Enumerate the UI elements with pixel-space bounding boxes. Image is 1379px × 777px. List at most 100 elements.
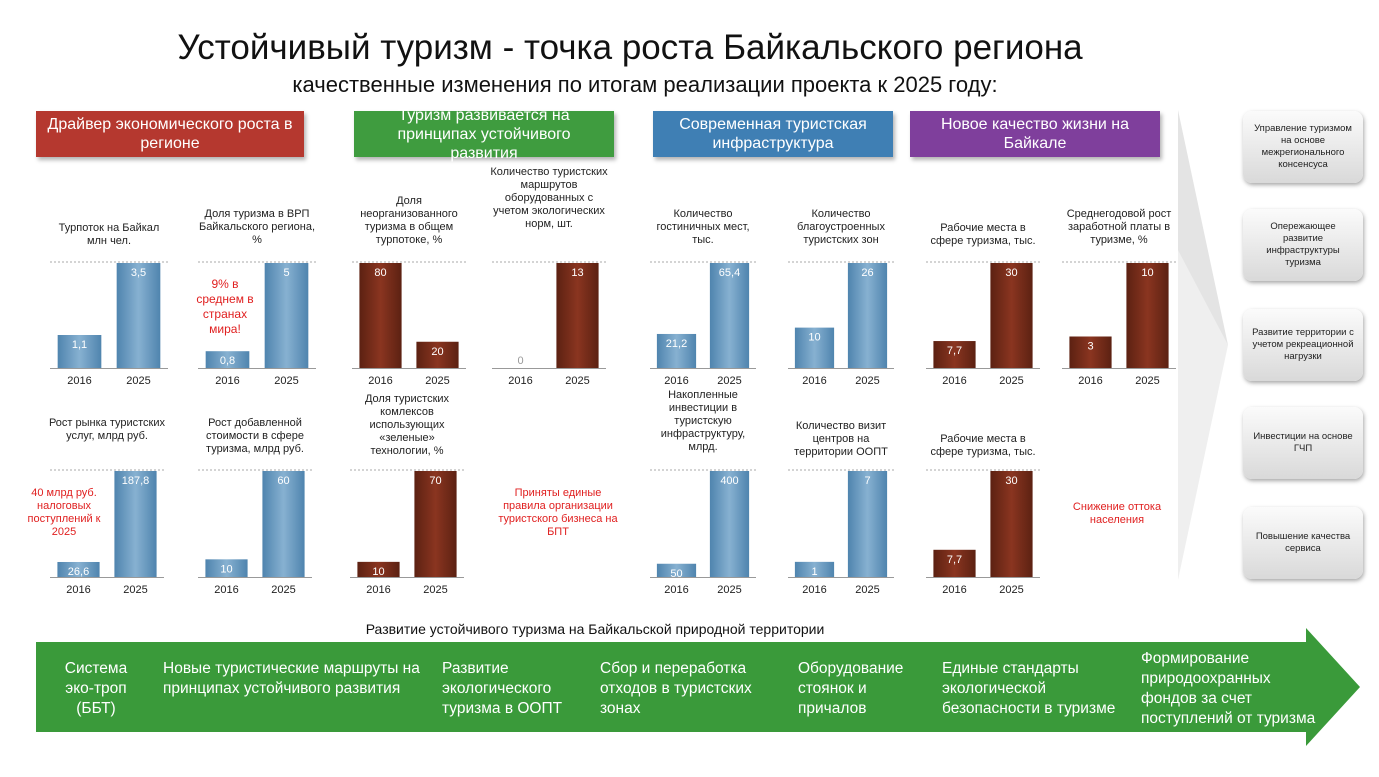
- chart-title: Рост рынка туристских услуг, млрд руб.: [48, 417, 166, 442]
- chart-plot: 10 2016 26 2025: [788, 261, 894, 387]
- bar-value-label: 1,1: [72, 339, 87, 351]
- bar-chart: Количество визит центров на территории О…: [786, 410, 896, 599]
- bar-value-label: 26,6: [68, 566, 89, 578]
- x-tick-label: 2025: [425, 375, 449, 387]
- chart-plot: 80 2016 20 2025: [352, 261, 466, 387]
- page-subtitle: качественные изменения по итогам реализа…: [292, 72, 998, 97]
- bar: [933, 549, 976, 577]
- bar: [794, 561, 835, 577]
- bar-value-label: 7: [864, 475, 870, 487]
- chart-title: Количество визит центров на территории О…: [794, 420, 888, 458]
- bar-value-label: 30: [1005, 267, 1017, 279]
- x-tick-label: 2016: [66, 584, 90, 596]
- x-tick-label: 2016: [664, 375, 688, 387]
- bar: [1069, 336, 1112, 368]
- chart-plot: 26,6 2016 187,8 2025: [50, 469, 164, 596]
- bar-value-label: 0: [517, 355, 523, 367]
- note-population-outflow: Снижение оттока населения: [1072, 501, 1162, 526]
- bar: [414, 471, 457, 577]
- x-tick-label: 2025: [999, 375, 1023, 387]
- bar-value-label: 5: [283, 267, 289, 279]
- bar-value-label: 10: [808, 332, 820, 344]
- bar-value-label: 20: [431, 346, 443, 358]
- bar: [847, 471, 888, 577]
- bar: [114, 471, 157, 577]
- side-box-infrastructure: Опережающее развитие инфраструктуры тури…: [1243, 209, 1363, 281]
- chart-plot: 0,8 2016 5 2025: [198, 261, 316, 387]
- x-tick-label: 2025: [423, 584, 447, 596]
- x-tick-label: 2025: [999, 584, 1023, 596]
- chart-title: Среднегодовой рост заработной платы в ту…: [1066, 208, 1172, 246]
- chart-title: Накопленные инвестиции в туристскую инфр…: [660, 389, 746, 453]
- category-modern-infrastructure: Современная туристская инфраструктура: [653, 111, 893, 157]
- category-economic-growth: Драйвер экономического роста в регионе: [36, 111, 304, 157]
- side-box-service: Повышение качества сервиса: [1243, 507, 1363, 579]
- bar: [990, 263, 1033, 368]
- category-sustainable-development: Туризм развивается на принципах устойчив…: [354, 107, 614, 162]
- x-tick-label: 2025: [855, 375, 879, 387]
- bar: [205, 351, 250, 368]
- x-tick-label: 2025: [855, 584, 879, 596]
- x-tick-label: 2016: [942, 584, 966, 596]
- bar: [656, 563, 697, 577]
- bar-chart: Рост добавленной стоимости в сфере туриз…: [196, 410, 314, 599]
- x-tick-label: 2025: [565, 375, 589, 387]
- stage-funds: Формирование природоохранных фондов за с…: [1141, 650, 1316, 727]
- bar-value-label: 50: [670, 568, 682, 580]
- bar-chart: Количество туристских маршрутов оборудов…: [490, 166, 608, 390]
- bar-value-label: 60: [277, 475, 289, 487]
- chart-plot: 3 2016 10 2025: [1062, 261, 1176, 387]
- x-tick-label: 2025: [126, 375, 150, 387]
- side-chevron-arrow: [1178, 110, 1228, 580]
- bar: [933, 341, 976, 368]
- stage-eco-tourism: Развитие экологического туризма в ООПТ: [442, 660, 563, 717]
- chart-plot: 7,7 2016 30 2025: [926, 261, 1040, 387]
- x-tick-label: 2025: [717, 584, 741, 596]
- bar: [1126, 263, 1169, 368]
- chart-title: Рост добавленной стоимости в сфере туриз…: [206, 417, 304, 455]
- bar: [57, 561, 100, 577]
- bar-value-label: 21,2: [666, 338, 687, 350]
- bar-value-label: 10: [372, 566, 384, 578]
- bar: [794, 327, 835, 368]
- development-arrow: [36, 628, 1360, 746]
- bar: [357, 561, 400, 577]
- x-tick-label: 2025: [1135, 375, 1159, 387]
- bar: [359, 263, 402, 368]
- chart-title: Количество туристских маршрутов оборудов…: [490, 166, 608, 230]
- bar-chart: Накопленные инвестиции в туристскую инфр…: [648, 389, 758, 599]
- chart-title: Турпоток на Байкал млн чел.: [58, 222, 160, 247]
- side-box-territory: Развитие территории с учетом рекреационн…: [1243, 309, 1363, 381]
- x-tick-label: 2025: [274, 375, 298, 387]
- x-tick-label: 2016: [508, 375, 532, 387]
- chart-title: Количество благоустроенных туристских зо…: [797, 208, 885, 246]
- bar-chart: Количество благоустроенных туристских зо…: [786, 197, 896, 390]
- bar-value-label: 13: [571, 267, 583, 279]
- side-box-management: Управление туризмом на основе межрегиона…: [1243, 111, 1363, 183]
- x-tick-label: 2016: [802, 375, 826, 387]
- x-tick-label: 2016: [366, 584, 390, 596]
- chart-plot: 10 2016 70 2025: [350, 469, 464, 596]
- bar-value-label: 10: [1141, 267, 1153, 279]
- bar-value-label: 1: [811, 566, 817, 578]
- bar: [264, 263, 309, 368]
- bar: [990, 471, 1033, 577]
- stage-new-routes: Новые туристические маршруты на принципа…: [163, 660, 420, 697]
- bar-chart: Количество гостиничных мест, тыс. 21,2 201…: [648, 197, 758, 390]
- stage-eco-trails: Система эко-троп (ББТ): [64, 660, 128, 717]
- x-tick-label: 2016: [664, 584, 688, 596]
- bar-value-label: 7,7: [947, 554, 962, 566]
- x-tick-label: 2016: [215, 375, 239, 387]
- bar-value-label: 400: [720, 475, 738, 487]
- bar-value-label: 0,8: [220, 355, 235, 367]
- bar-chart: Рост рынка туристских услуг, млрд руб. 26…: [48, 410, 166, 599]
- stage-parking: Оборудование стоянок и причалов: [798, 660, 904, 717]
- bar-value-label: 3,5: [131, 267, 146, 279]
- chart-title: Рабочие места в сфере туризма, тыс.: [930, 433, 1036, 458]
- bar-value-label: 70: [429, 475, 441, 487]
- bar: [205, 559, 248, 577]
- note-unified-rules: Приняты единые правила организации турис…: [498, 487, 618, 538]
- chart-plot: 50 2016 400 2025: [650, 469, 756, 596]
- x-tick-label: 2016: [368, 375, 392, 387]
- chart-title: Рабочие места в сфере туризма, тыс.: [930, 222, 1036, 247]
